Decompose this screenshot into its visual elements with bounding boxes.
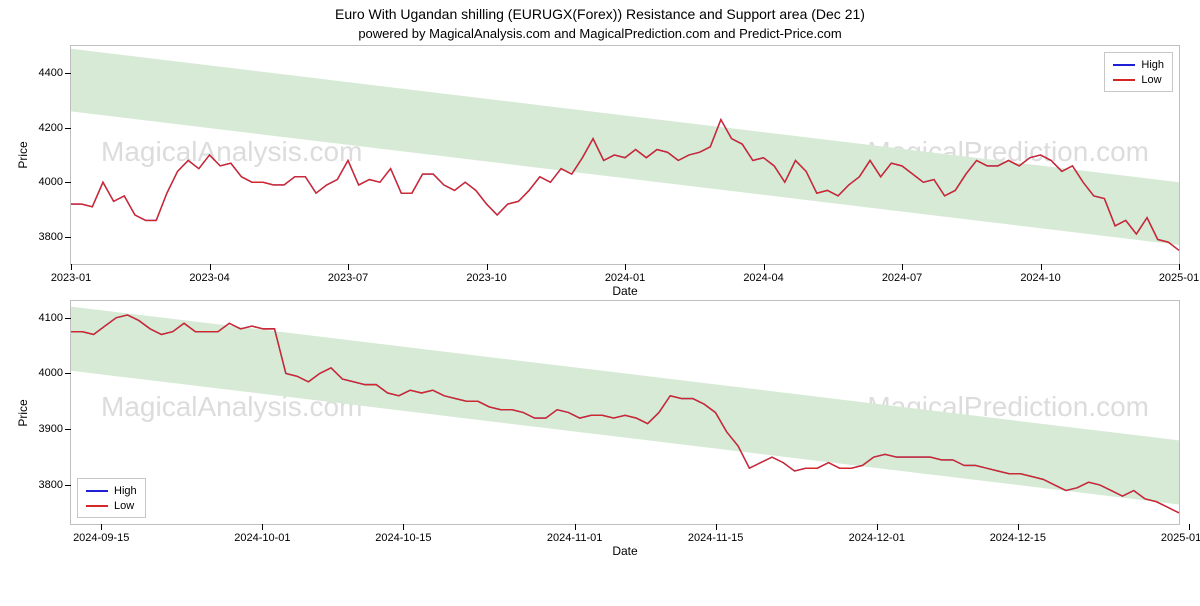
y-tick-label: 4200 [39, 122, 63, 134]
plot-svg-bottom [71, 301, 1179, 524]
legend-item-high: High [1113, 57, 1164, 72]
x-tick-label: 2024-10 [1020, 272, 1060, 284]
legend: High Low [1104, 52, 1173, 92]
x-tick-label: 2023-07 [328, 272, 368, 284]
legend-swatch-low [86, 505, 108, 507]
x-tick-label: 2024-10-15 [375, 532, 431, 544]
legend-label-low: Low [114, 500, 134, 512]
legend-label-low: Low [1141, 74, 1161, 86]
y-axis-label: Price [16, 399, 30, 426]
x-tick-label: 2024-12-15 [990, 532, 1046, 544]
y-tick-label: 4000 [39, 367, 63, 379]
legend-item-low: Low [86, 498, 137, 513]
x-tick-label: 2025-01 [1159, 272, 1199, 284]
chart-panel-top: Price Date MagicalAnalysis.com MagicalPr… [70, 45, 1180, 265]
y-tick-label: 3800 [39, 231, 63, 243]
x-tick-label: 2024-11-01 [547, 532, 602, 544]
plot-svg-top [71, 46, 1179, 264]
y-axis-label: Price [16, 141, 30, 168]
y-tick-label: 3900 [39, 423, 63, 435]
x-tick-label: 2024-11-15 [688, 532, 743, 544]
x-tick-label: 2024-07 [882, 272, 922, 284]
legend-label-high: High [114, 485, 137, 497]
y-tick-label: 3800 [39, 479, 63, 491]
legend-item-high: High [86, 483, 137, 498]
legend: High Low [77, 478, 146, 518]
chart-panel-bottom: Price Date MagicalAnalysis.com MagicalPr… [70, 300, 1180, 525]
legend-label-high: High [1141, 59, 1164, 71]
chart-title: Euro With Ugandan shilling (EURUGX(Forex… [0, 6, 1200, 22]
x-axis-label: Date [612, 284, 637, 298]
x-tick-label: 2024-12-01 [849, 532, 905, 544]
legend-swatch-high [86, 490, 108, 492]
legend-item-low: Low [1113, 72, 1164, 87]
y-tick-label: 4000 [39, 176, 63, 188]
y-tick-label: 4400 [39, 67, 63, 79]
chart-subtitle: powered by MagicalAnalysis.com and Magic… [0, 26, 1200, 41]
x-tick-label: 2023-10 [466, 272, 506, 284]
x-tick-label: 2023-01 [51, 272, 91, 284]
x-tick-label: 2024-10-01 [234, 532, 290, 544]
x-tick-label: 2024-04 [743, 272, 783, 284]
x-tick-label: 2025-01-01 [1161, 532, 1200, 544]
legend-swatch-low [1113, 79, 1135, 81]
x-tick-label: 2023-04 [189, 272, 229, 284]
x-tick-label: 2024-09-15 [73, 532, 129, 544]
x-tick-label: 2024-01 [605, 272, 645, 284]
x-axis-label: Date [612, 544, 637, 558]
y-tick-label: 4100 [39, 312, 63, 324]
legend-swatch-high [1113, 64, 1135, 66]
